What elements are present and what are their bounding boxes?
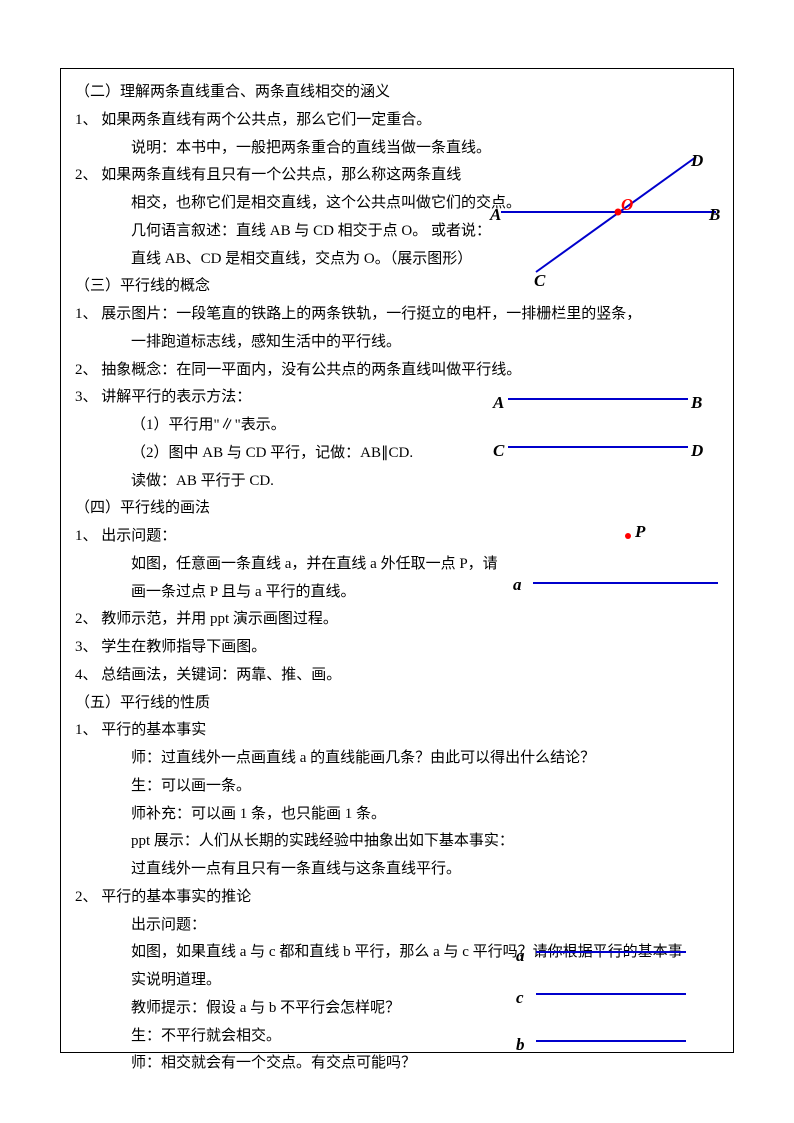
point-line-diagram: P a: [513, 521, 723, 596]
label-c3: c: [516, 982, 524, 1013]
section5-title: （五）平行线的性质: [75, 690, 719, 718]
s3-item3c: 读做：AB 平行于 CD.: [75, 468, 719, 496]
s5-item1e: 过直线外一点有且只有一条直线与这条直线平行。: [75, 856, 719, 884]
label-O: O: [621, 189, 633, 220]
section4-title: （四）平行线的画法: [75, 495, 719, 523]
label-a3: a: [516, 940, 525, 971]
s3-item1b: 一排跑道标志线，感知生活中的平行线。: [75, 329, 719, 357]
s4-item3: 3、 学生在教师指导下画图。: [75, 634, 719, 662]
label-P: P: [635, 516, 645, 547]
s4-item2: 2、 教师示范，并用 ppt 演示画图过程。: [75, 606, 719, 634]
s5-item1b: 生：可以画一条。: [75, 773, 719, 801]
label-B: B: [709, 199, 720, 230]
s5-item1d: ppt 展示：人们从长期的实践经验中抽象出如下基本事实：: [75, 828, 719, 856]
section2-title: （二）理解两条直线重合、两条直线相交的涵义: [75, 79, 719, 107]
parallel-lines-diagram: A B C D: [493, 389, 713, 459]
s3-item2: 2、 抽象概念：在同一平面内，没有公共点的两条直线叫做平行线。: [75, 357, 719, 385]
label-D2: D: [691, 435, 703, 466]
s5-item2a: 出示问题：: [75, 912, 719, 940]
s4-item4: 4、 总结画法，关键词：两靠、推、画。: [75, 662, 719, 690]
label-b3: b: [516, 1029, 525, 1060]
label-C2: C: [493, 435, 504, 466]
label-A2: A: [493, 387, 504, 418]
label-B2: B: [691, 387, 702, 418]
s5-item1c: 师补充：可以画 1 条，也只能画 1 条。: [75, 801, 719, 829]
label-D: D: [691, 145, 703, 176]
page-content: A B C D O A B C D P a a c b （二）理解: [60, 68, 734, 1053]
s5-item1a: 师：过直线外一点画直线 a 的直线能画几条？由此可以得出什么结论？: [75, 745, 719, 773]
label-a: a: [513, 569, 522, 600]
label-C: C: [534, 265, 545, 296]
s3-item1a: 1、 展示图片：一段笔直的铁路上的两条铁轨，一行挺立的电杆，一排栅栏里的竖条，: [75, 301, 719, 329]
s2-item1: 1、 如果两条直线有两个公共点，那么它们一定重合。: [75, 107, 719, 135]
s5-item1: 1、 平行的基本事实: [75, 717, 719, 745]
section3-title: （三）平行线的概念: [75, 273, 719, 301]
s5-item2f: 师：相交就会有一个交点。有交点可能吗？: [75, 1050, 719, 1078]
s5-item2: 2、 平行的基本事实的推论: [75, 884, 719, 912]
label-A: A: [490, 199, 501, 230]
intersecting-lines-diagram: A B C D O: [491, 147, 721, 277]
three-lines-diagram: a c b: [511, 942, 721, 1052]
